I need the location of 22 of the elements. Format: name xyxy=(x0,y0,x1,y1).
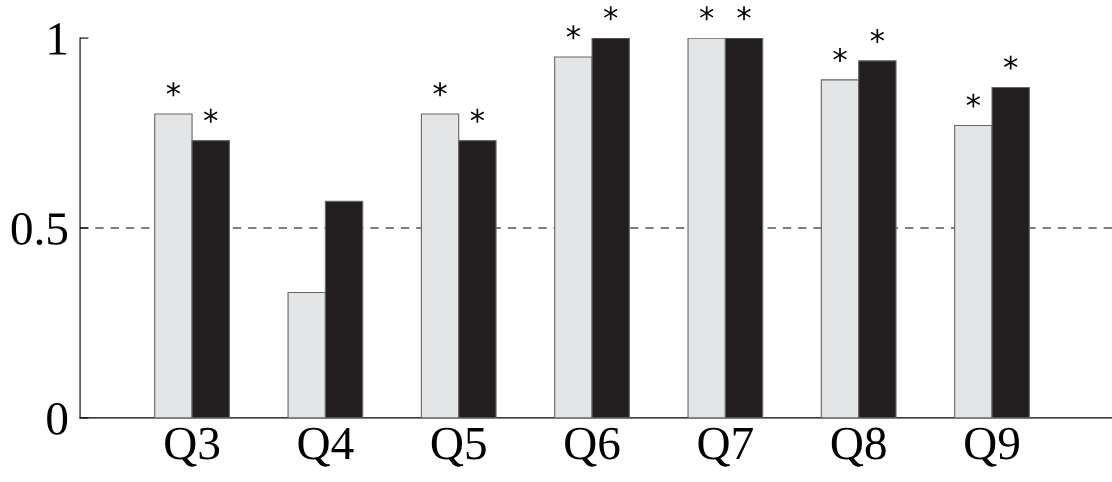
data-label: * xyxy=(870,29,885,43)
x-tick-label: Q6 xyxy=(565,427,620,467)
data-label: * xyxy=(966,93,981,108)
x-tick-label: Q9 xyxy=(965,427,1019,467)
x-tick-label: Q3 xyxy=(165,427,220,467)
y-tick-label: 1 xyxy=(49,23,67,55)
data-label: * xyxy=(737,6,751,21)
data-label: * xyxy=(566,25,581,40)
data-label: * xyxy=(833,48,847,62)
data-label: * xyxy=(470,108,485,123)
data-label: * xyxy=(1003,55,1018,70)
x-tick-label: Q4 xyxy=(298,427,354,467)
x-tick-label: Q7 xyxy=(698,427,753,467)
x-tick-label: Q5 xyxy=(431,427,486,467)
data-label: * xyxy=(603,6,618,21)
data-label: * xyxy=(166,82,181,97)
data-label: * xyxy=(699,6,714,21)
data-label: * xyxy=(433,82,447,97)
y-tick-label: 0.5 xyxy=(11,212,68,246)
x-tick-label: Q8 xyxy=(831,427,886,467)
y-tick-label: 0 xyxy=(47,402,68,435)
data-label: * xyxy=(204,108,218,123)
